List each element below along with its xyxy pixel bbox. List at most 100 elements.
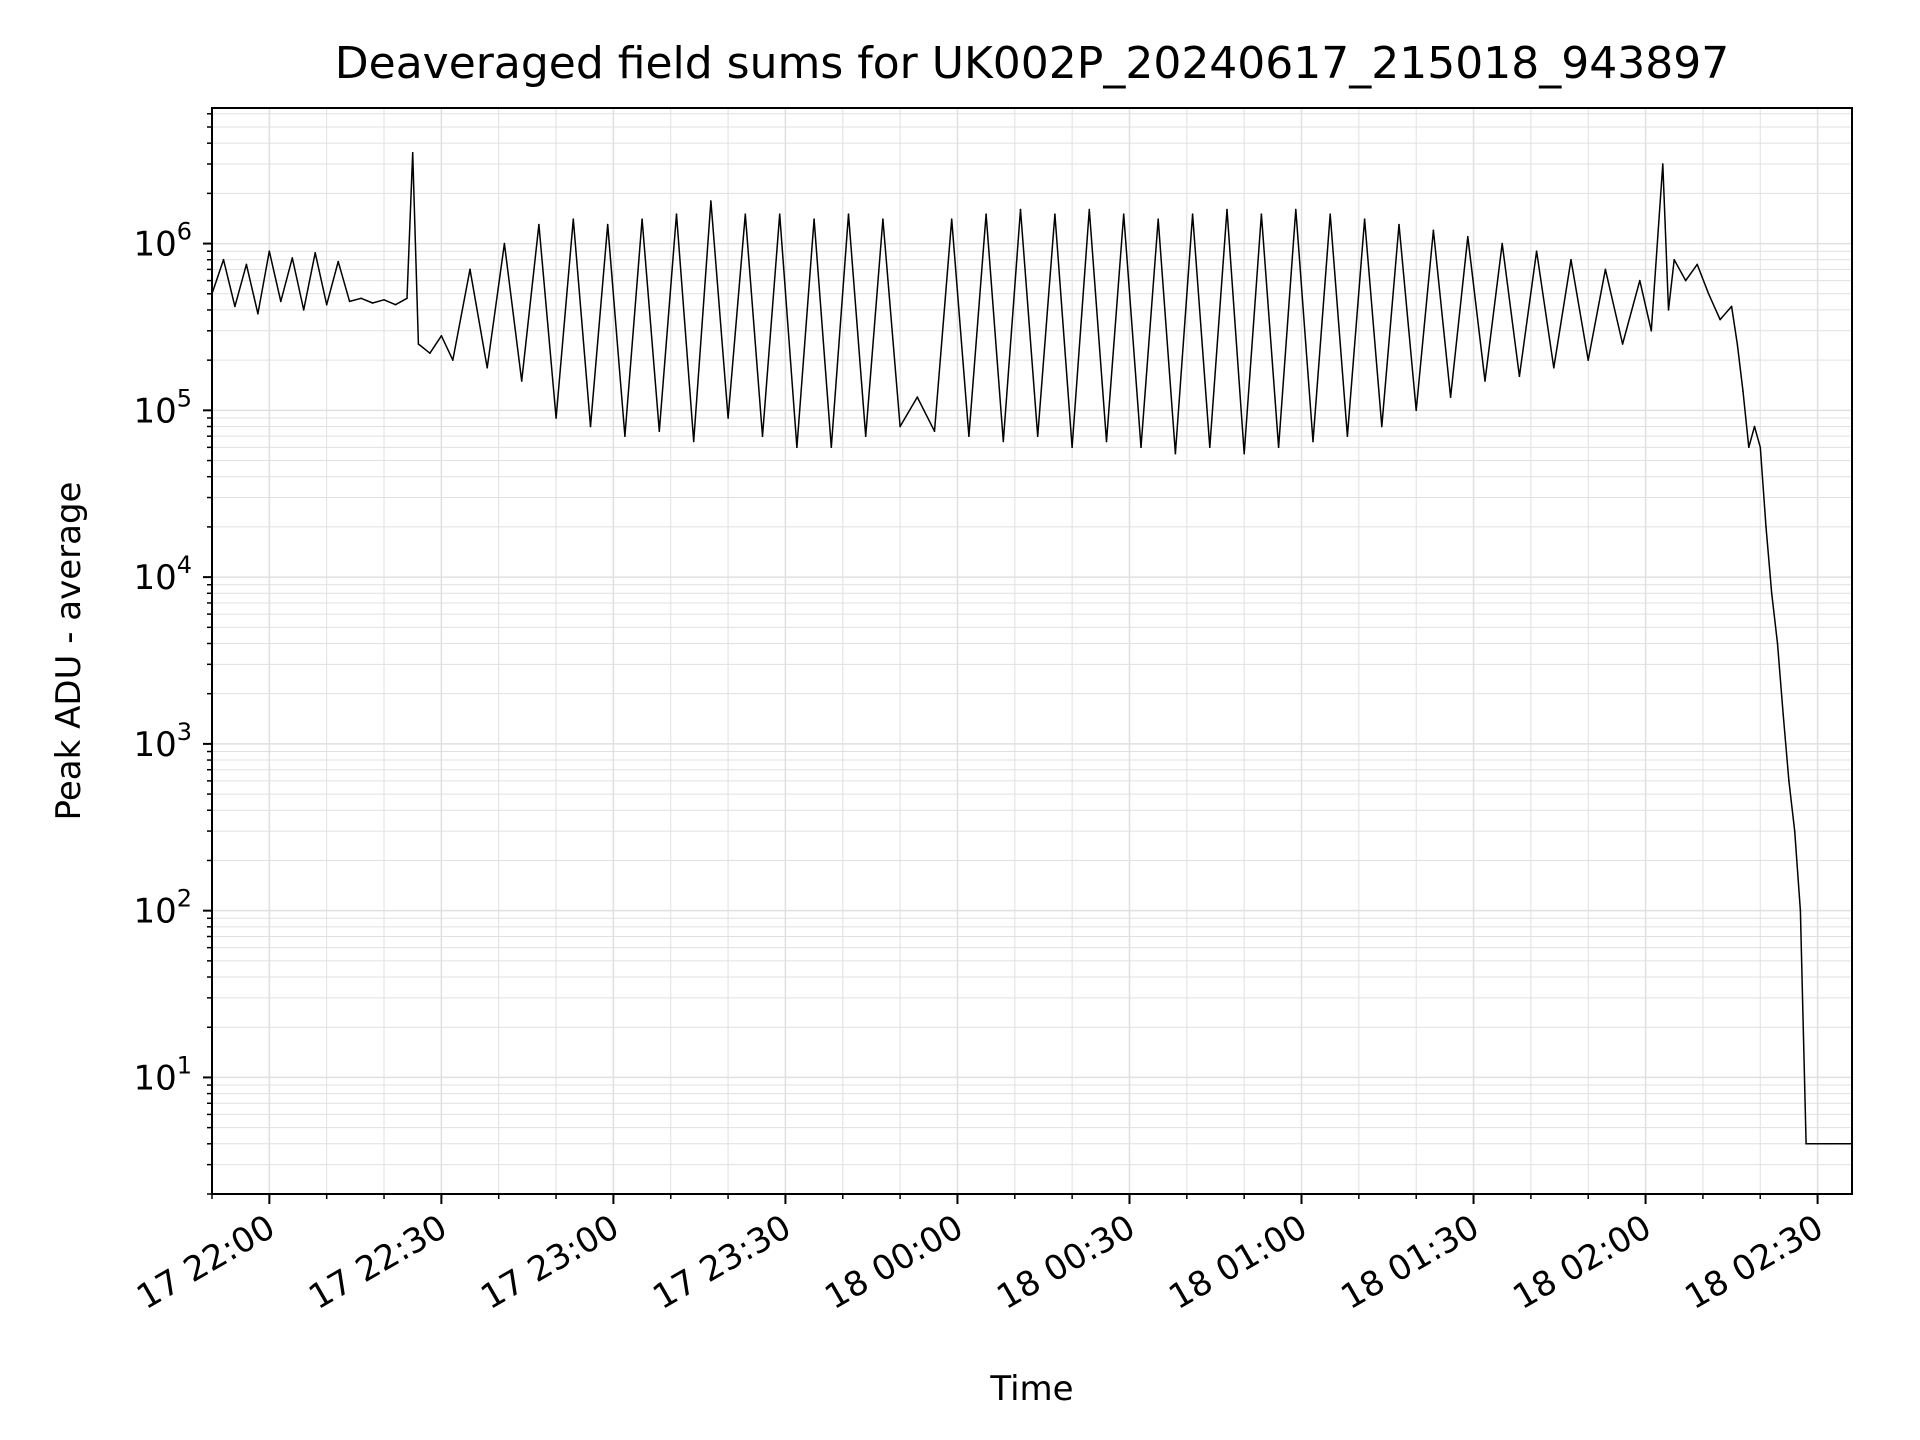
y-tick-label: 102	[133, 885, 192, 932]
data-point	[291, 257, 294, 259]
data-point	[383, 299, 385, 301]
data-point	[1553, 367, 1555, 369]
data-point	[1071, 446, 1073, 449]
data-point	[555, 417, 557, 419]
data-point	[538, 223, 540, 226]
y-tick-label: 105	[133, 384, 192, 431]
data-point	[1432, 229, 1435, 232]
data-point	[1157, 218, 1159, 220]
data-point	[675, 213, 678, 215]
data-point	[429, 352, 431, 355]
data-point	[864, 435, 867, 438]
chart-title: Deaveraged field sums for UK002P_2024061…	[335, 38, 1729, 89]
data-point	[394, 303, 397, 306]
data-point	[1363, 218, 1366, 220]
data-point	[778, 213, 781, 215]
data-point	[985, 213, 987, 215]
data-point	[899, 425, 901, 428]
data-point	[1587, 359, 1589, 361]
data-point	[1019, 208, 1022, 211]
data-point	[1736, 343, 1739, 345]
series-layer	[211, 152, 1853, 1145]
y-tick-label: 103	[133, 718, 192, 765]
data-point	[417, 343, 420, 345]
data-point	[1535, 250, 1538, 252]
data-point	[1036, 435, 1039, 438]
data-point	[1122, 213, 1125, 215]
y-tick-base: 10	[133, 725, 176, 765]
data-point	[1484, 380, 1486, 382]
data-point	[1209, 446, 1211, 449]
data-point	[1381, 425, 1383, 428]
data-point	[658, 430, 661, 433]
y-tick-base: 10	[133, 225, 176, 265]
y-tick-exponent: 4	[177, 551, 192, 579]
data-point	[1765, 526, 1767, 528]
data-point	[1105, 440, 1108, 443]
data-point	[268, 250, 271, 252]
data-point	[1748, 446, 1750, 449]
data-point	[744, 213, 747, 215]
data-point	[1759, 446, 1762, 449]
data-point	[314, 252, 317, 254]
data-point	[1707, 293, 1710, 295]
data-point	[1002, 440, 1005, 443]
data-point	[1054, 213, 1056, 215]
y-tick-label: 106	[133, 218, 192, 265]
data-point	[1449, 396, 1452, 398]
data-point	[1696, 263, 1698, 266]
data-point	[847, 213, 850, 215]
data-point	[245, 263, 248, 266]
data-point	[933, 430, 936, 433]
data-point	[830, 446, 833, 449]
data-point	[813, 218, 815, 220]
data-point	[1805, 1143, 1807, 1145]
data-point	[1570, 258, 1572, 261]
data-point	[1719, 318, 1721, 321]
data-point	[348, 300, 351, 303]
data-point	[1816, 1143, 1819, 1145]
data-point	[440, 335, 443, 337]
data-point	[1639, 279, 1641, 282]
data-point	[692, 440, 695, 443]
data-point	[337, 260, 340, 263]
data-point	[1673, 258, 1675, 261]
data-point	[916, 396, 919, 398]
data-point	[1650, 330, 1653, 332]
data-point	[325, 303, 328, 306]
data-point	[411, 152, 414, 154]
data-point	[1329, 213, 1331, 215]
data-point	[572, 218, 575, 220]
data-point	[1667, 309, 1670, 311]
data-point	[1799, 909, 1802, 912]
data-point	[1140, 446, 1142, 449]
data-point	[1828, 1143, 1830, 1145]
data-point	[727, 417, 729, 419]
y-tick-base: 10	[133, 391, 176, 431]
data-point	[1662, 163, 1664, 165]
data-point	[641, 218, 643, 220]
series-line	[211, 152, 1852, 1145]
data-point	[257, 312, 259, 315]
data-point	[589, 425, 592, 428]
data-point	[1742, 390, 1744, 393]
data-point	[452, 359, 454, 361]
data-point	[486, 367, 489, 369]
plot-area-frame	[211, 107, 1853, 1195]
data-point	[1467, 235, 1469, 238]
data-point	[1243, 452, 1245, 455]
data-point	[1621, 343, 1624, 345]
data-point	[1295, 208, 1297, 211]
data-point	[280, 300, 282, 303]
data-point	[1260, 213, 1263, 215]
y-tick-exponent: 3	[177, 718, 192, 746]
y-tick-exponent: 6	[177, 218, 192, 246]
data-point	[1730, 305, 1733, 308]
data-point	[1501, 242, 1503, 245]
data-point	[1518, 375, 1521, 378]
y-tick-exponent: 2	[177, 885, 192, 913]
data-point	[371, 302, 374, 304]
y-tick-base: 10	[133, 1058, 176, 1098]
data-point	[1770, 592, 1773, 595]
data-point	[1088, 208, 1091, 211]
